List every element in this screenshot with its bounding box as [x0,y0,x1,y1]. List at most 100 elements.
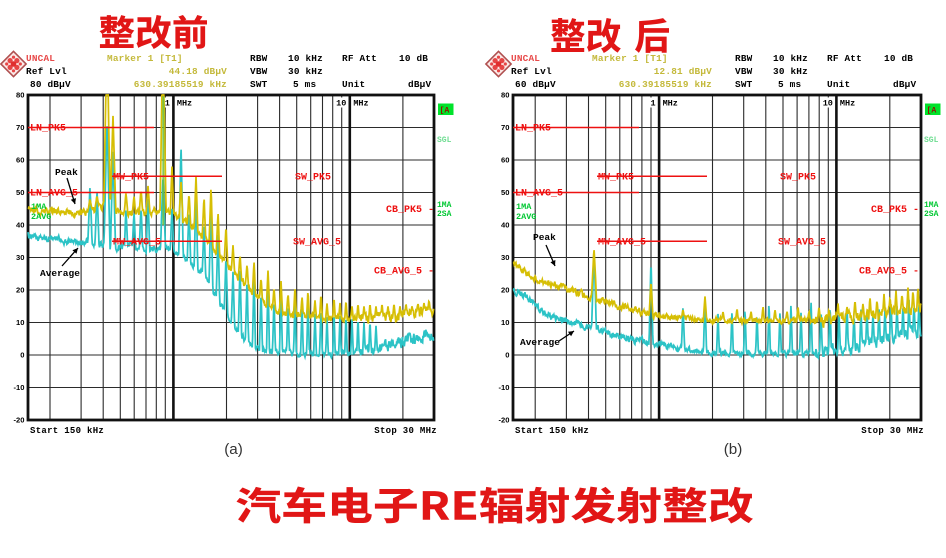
svg-text:44.18 dBµV: 44.18 dBµV [169,66,227,77]
svg-text:-10: -10 [14,383,25,392]
svg-text:-20: -20 [14,416,25,425]
svg-text:5 ms: 5 ms [293,79,316,90]
svg-text:10 dB: 10 dB [399,53,428,64]
svg-text:0: 0 [505,351,509,360]
svg-text:40: 40 [16,221,24,230]
svg-text:60: 60 [16,156,24,165]
svg-text:80 dBµV: 80 dBµV [30,79,71,90]
svg-text:Peak: Peak [55,167,78,178]
svg-text:50: 50 [501,188,509,197]
svg-text:10 dB: 10 dB [884,53,913,64]
svg-text:70: 70 [501,123,509,132]
svg-text:1MA: 1MA [437,201,452,210]
svg-text:40: 40 [501,221,509,230]
svg-text:CB_AVG_5 -: CB_AVG_5 - [859,267,919,278]
svg-text:(b): (b) [724,441,743,458]
svg-text:10: 10 [501,318,509,327]
svg-text:2SA: 2SA [924,210,939,219]
svg-text:MW_PK5: MW_PK5 [598,172,634,183]
svg-text:SWT: SWT [735,79,753,90]
svg-text:10: 10 [16,318,24,327]
svg-text:LN_AVG_5: LN_AVG_5 [30,189,78,200]
svg-text:Unit: Unit [342,79,365,90]
svg-text:30: 30 [16,253,24,262]
svg-text:12.81 dBµV: 12.81 dBµV [654,66,712,77]
svg-text:Average: Average [40,268,80,279]
svg-text:80: 80 [16,91,24,100]
svg-text:Start 150 kHz: Start 150 kHz [30,426,104,436]
svg-text:0: 0 [20,351,24,360]
svg-text:MHz: MHz [353,99,368,109]
svg-text:Ref Lvl: Ref Lvl [511,66,552,77]
svg-text:Unit: Unit [827,79,850,90]
svg-text:10: 10 [823,99,833,109]
svg-text:50: 50 [16,188,24,197]
svg-text:SW_AVG_5: SW_AVG_5 [778,237,826,248]
svg-text:SGL: SGL [437,136,452,145]
svg-text:MW_PK5: MW_PK5 [113,172,149,183]
svg-text:UNCAL: UNCAL [511,53,540,64]
svg-text:RF Att: RF Att [342,53,377,64]
svg-text:CB_PK5 -: CB_PK5 - [386,205,434,216]
svg-text:Stop 30 MHz: Stop 30 MHz [861,426,924,436]
svg-text:-20: -20 [499,416,510,425]
svg-text:MHz: MHz [663,99,678,109]
svg-text:SWT: SWT [250,79,268,90]
svg-text:60: 60 [501,156,509,165]
svg-text:60 dBµV: 60 dBµV [515,79,556,90]
svg-text:CB_AVG_5 -: CB_AVG_5 - [374,267,434,278]
svg-text:1MA: 1MA [924,201,939,210]
svg-text:LN_PK5: LN_PK5 [30,124,66,135]
svg-text:10 kHz: 10 kHz [288,53,323,64]
svg-text:RBW: RBW [250,53,268,64]
svg-text:SW_PK5: SW_PK5 [780,172,816,183]
svg-text:1MA: 1MA [516,202,532,212]
svg-text:MHz: MHz [840,99,855,109]
svg-text:LN_AVG_5: LN_AVG_5 [515,189,563,200]
svg-text:10: 10 [336,99,346,109]
svg-text:630.39185519 kHz: 630.39185519 kHz [619,79,712,90]
svg-text:30 kHz: 30 kHz [773,66,808,77]
svg-text:VBW: VBW [250,66,268,77]
svg-text:630.39185519 kHz: 630.39185519 kHz [134,79,227,90]
svg-text:1MA: 1MA [31,202,47,212]
svg-text:20: 20 [501,286,509,295]
svg-text:Start 150 kHz: Start 150 kHz [515,426,589,436]
svg-text:MW_AVG_5: MW_AVG_5 [598,237,646,248]
svg-text:VBW: VBW [735,66,753,77]
svg-text:70: 70 [16,123,24,132]
svg-text:SW_PK5: SW_PK5 [295,172,331,183]
svg-text:[A: [A [440,106,450,116]
svg-text:MW_AVG_5: MW_AVG_5 [113,237,161,248]
svg-text:(a): (a) [224,441,243,458]
svg-text:LN_PK5: LN_PK5 [515,124,551,135]
svg-text:-10: -10 [499,383,510,392]
svg-text:dBµV: dBµV [408,79,431,90]
svg-text:Average: Average [520,337,560,348]
svg-text:5 ms: 5 ms [778,79,801,90]
svg-text:Marker 1 [T1]: Marker 1 [T1] [107,53,183,64]
svg-text:20: 20 [16,286,24,295]
svg-text:[A: [A [927,106,937,116]
svg-text:1: 1 [165,99,170,109]
svg-text:2AVG: 2AVG [516,212,536,222]
svg-text:80: 80 [501,91,509,100]
svg-text:1: 1 [650,99,655,109]
svg-text:2SA: 2SA [437,210,452,219]
svg-text:dBµV: dBµV [893,79,916,90]
svg-text:10 kHz: 10 kHz [773,53,808,64]
svg-text:Marker 1 [T1]: Marker 1 [T1] [592,53,668,64]
svg-text:UNCAL: UNCAL [26,53,55,64]
svg-text:Peak: Peak [533,232,556,243]
svg-text:30 kHz: 30 kHz [288,66,323,77]
svg-text:RF Att: RF Att [827,53,862,64]
svg-text:MHz: MHz [177,99,192,109]
svg-text:RBW: RBW [735,53,753,64]
svg-text:CB_PK5 -: CB_PK5 - [871,205,919,216]
svg-text:Stop 30 MHz: Stop 30 MHz [374,426,437,436]
svg-text:SW_AVG_5: SW_AVG_5 [293,237,341,248]
svg-text:SGL: SGL [924,136,939,145]
svg-text:Ref Lvl: Ref Lvl [26,66,67,77]
svg-text:30: 30 [501,253,509,262]
svg-text:2AVG: 2AVG [31,212,51,222]
